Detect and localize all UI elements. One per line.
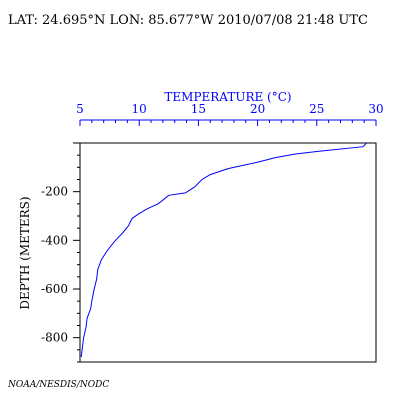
- depth-tick-label: -800: [41, 331, 68, 345]
- temperature-tick-label: 10: [132, 102, 147, 116]
- station-header: LAT: 24.695°N LON: 85.677°W 2010/07/08 2…: [8, 13, 368, 28]
- temperature-tick-label: 5: [76, 102, 84, 116]
- temperature-profile-line: [80, 142, 367, 358]
- series-layer: [80, 142, 367, 358]
- depth-tick-label: -600: [41, 282, 68, 296]
- temperature-tick-label: 20: [250, 102, 265, 116]
- temperature-tick-label: 30: [368, 102, 383, 116]
- temperature-axis: 5 10 15 20 25 30: [76, 102, 384, 126]
- plot-area-frame: [79, 142, 377, 363]
- depth-tick-label: -200: [41, 185, 68, 199]
- depth-tick-label: -400: [41, 233, 68, 247]
- temperature-tick-label: 15: [191, 102, 206, 116]
- source-credit: NOAA/NESDIS/NODC: [7, 380, 109, 390]
- depth-axis: -200 -400 -600 -800: [41, 142, 80, 363]
- temperature-tick-label: 25: [309, 102, 324, 116]
- temperature-axis-label: TEMPERATURE (°C): [164, 90, 291, 104]
- depth-axis-label: DEPTH (METERS): [18, 196, 32, 309]
